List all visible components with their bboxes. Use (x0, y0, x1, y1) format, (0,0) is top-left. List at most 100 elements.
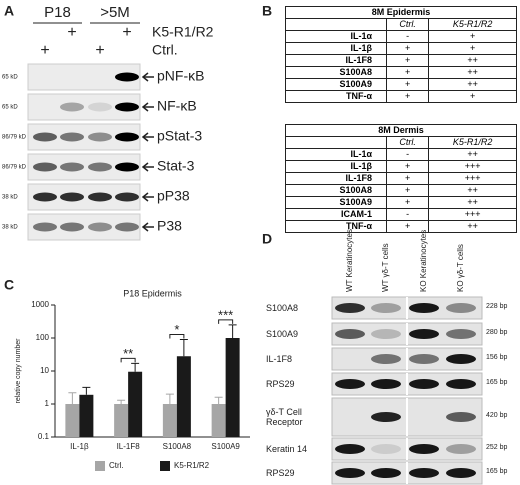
gel-band (409, 354, 439, 364)
table-row: S100A8 + ++ (285, 66, 517, 79)
treatment-mark: + (95, 42, 104, 59)
blot-band (88, 192, 112, 202)
arrow-head (141, 222, 149, 232)
y-tick-label: 1000 (31, 300, 49, 309)
bar (128, 371, 143, 437)
protein-label: P38 (157, 218, 182, 234)
error-bar (179, 339, 188, 357)
blot-band (60, 192, 84, 202)
gel-band (335, 303, 365, 313)
band-size: 420 bp (486, 412, 508, 419)
table-cell: ++ (428, 220, 517, 233)
table-row: IL-1α - + (285, 30, 517, 43)
molecular-weight: 38 kD (2, 195, 18, 201)
table-cell: + (385, 196, 430, 209)
molecular-weight: 65 kD (2, 75, 18, 81)
gel-band (446, 412, 476, 422)
cytokine-table: 8M Epidermis Ctrl. K5-R1/R2 IL-1α - + IL-1β + + I… (285, 6, 517, 103)
table-cell: - (385, 30, 430, 43)
blot-band (60, 102, 84, 112)
row-label: S100A9 (266, 329, 299, 339)
table-cell: + (385, 42, 430, 55)
table-cell: +++ (428, 172, 517, 185)
table-cell: - (385, 148, 430, 161)
bar (225, 338, 240, 437)
table-row: Ctrl. K5-R1/R2 (285, 136, 517, 149)
x-tick-label: IL-1β (70, 442, 89, 451)
table-row: TNF-α + + (285, 90, 517, 103)
gel-band (371, 379, 401, 389)
table-row: IL-1F8 + +++ (285, 172, 517, 185)
protein-label: pP38 (157, 188, 190, 204)
column-header: K5-R1/R2 (428, 18, 517, 31)
significance-label: ** (123, 346, 133, 361)
gel-band (409, 468, 439, 478)
table-cell: + (385, 160, 430, 173)
error-bar (131, 362, 140, 372)
table-row: S100A9 + ++ (285, 196, 517, 209)
panel-label: A (4, 3, 14, 19)
table-cell: - (385, 208, 430, 221)
protein-label: NF-κB (157, 98, 197, 114)
row-label: RPS29 (266, 379, 295, 389)
column-label: WT γδ-T cells (381, 243, 390, 292)
band-size: 156 bp (486, 354, 508, 361)
blot-band (60, 222, 84, 232)
band-size: 252 bp (486, 444, 508, 451)
table-cell: + (385, 90, 430, 103)
treatment-label: Ctrl. (152, 42, 178, 58)
legend-swatch (160, 461, 170, 471)
table-cell: ++ (428, 78, 517, 91)
table-row: TNF-α + ++ (285, 220, 517, 233)
gel-band (446, 354, 476, 364)
x-tick-label: S100A9 (211, 442, 240, 451)
row-label: IL-1F8 (266, 354, 293, 364)
table-cell: ++ (428, 148, 517, 161)
error-bar (165, 393, 174, 404)
protein-label: pStat-3 (157, 128, 202, 144)
gel-band (409, 379, 439, 389)
significance-bracket (169, 334, 185, 339)
table-cell: +++ (428, 160, 517, 173)
significance-bracket (120, 357, 136, 363)
row-header: IL-1α (285, 148, 387, 161)
table-row: S100A8 + ++ (285, 184, 517, 197)
y-axis-label: relative copy number (15, 338, 22, 404)
blot-band (33, 162, 57, 172)
table-cell: + (385, 54, 430, 67)
table-cell: + (428, 90, 517, 103)
row-header: S100A9 (285, 196, 387, 209)
row-header: S100A8 (285, 184, 387, 197)
x-tick-label: IL-1F8 (117, 442, 141, 451)
gel-band (446, 379, 476, 389)
gel-band (371, 354, 401, 364)
blot-band (115, 132, 139, 142)
gel-band (409, 329, 439, 339)
blot-band (33, 132, 57, 142)
gel-band (335, 444, 365, 454)
molecular-weight: 86/79 kD (2, 165, 27, 171)
treatment-label: K5-R1/R2 (152, 24, 214, 40)
band-size: 165 bp (486, 468, 508, 475)
gel-band (335, 468, 365, 478)
row-label: Keratin 14 (266, 444, 308, 454)
table-row: 8M Dermis (285, 124, 517, 137)
error-bar (117, 399, 126, 404)
row-header: IL-1F8 (285, 172, 387, 185)
protein-label: Stat-3 (157, 158, 195, 174)
column-label: KO Keratinocytes (419, 230, 428, 292)
error-bar (228, 324, 237, 338)
gel-band (409, 444, 439, 454)
panel-label: D (262, 231, 272, 247)
table-cell (285, 136, 387, 149)
cytokine-table: 8M Dermis Ctrl. K5-R1/R2 IL-1α - ++ IL-1β + +++ I… (285, 124, 517, 233)
table-cell: + (385, 172, 430, 185)
row-header: TNF-α (285, 90, 387, 103)
table-row: ICAM-1- +++ (285, 208, 517, 221)
row-label: γδ-T Cell Receptor (266, 407, 303, 427)
gel-band (409, 303, 439, 313)
x-tick-label: S100A8 (163, 442, 192, 451)
bar (211, 404, 226, 437)
panel-label: B (262, 3, 272, 19)
